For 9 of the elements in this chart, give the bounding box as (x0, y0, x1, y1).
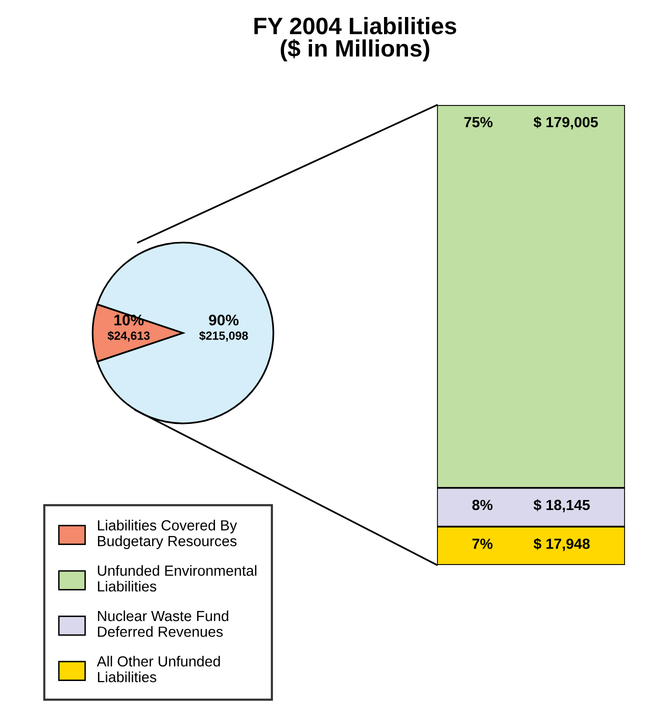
legend-label: Nuclear Waste Fund Deferred Revenues (98, 610, 228, 637)
legend-label: All Other Unfunded Liabilities (96, 656, 220, 682)
text: FY 2004 Liabilities ($ in Millions) (254, 17, 456, 62)
legend-label: Liabilities Covered By Budgetary Resources (98, 520, 237, 550)
legend-label: Unfunded Environmental Liabilities (98, 565, 256, 592)
data-label: 75% $ 179,005 (464, 116, 598, 130)
data-label: 8% $ 18,145 (472, 499, 590, 512)
data-label: 90% $215,098 (199, 314, 248, 342)
data-label: 7% $ 17,948 (472, 538, 590, 552)
